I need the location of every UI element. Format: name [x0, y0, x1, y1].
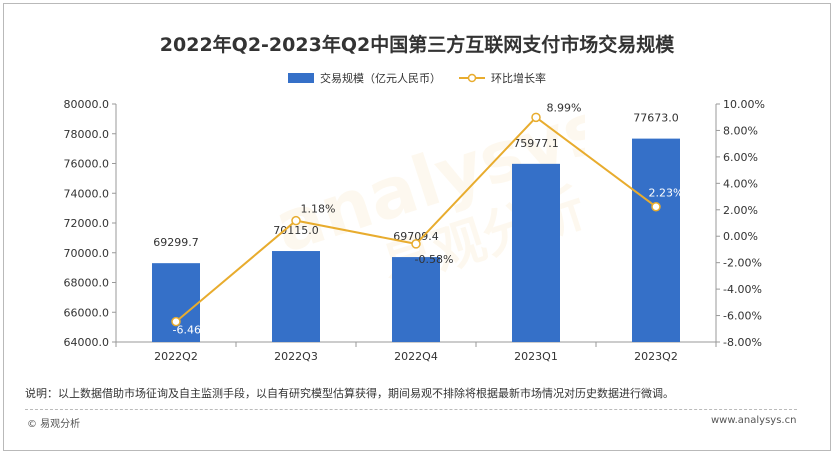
bar-value-label: 70115.0: [273, 224, 319, 237]
legend-item-bar[interactable]: 交易规模（亿元人民币）: [288, 70, 441, 86]
footer-divider: [25, 409, 797, 410]
y-right-tick-label: -4.00%: [723, 283, 762, 296]
bar-value-label: 75977.1: [513, 137, 559, 150]
y-left-tick-label: 72000.0: [64, 217, 110, 230]
growth-point-label: 8.99%: [547, 101, 582, 114]
growth-point-label: -0.58%: [415, 253, 454, 266]
y-right-tick-label: 6.00%: [723, 151, 758, 164]
y-right-tick-label: -6.00%: [723, 310, 762, 323]
bar: [392, 257, 440, 342]
y-left-tick-label: 74000.0: [64, 187, 110, 200]
y-left-tick-label: 64000.0: [64, 336, 110, 349]
y-right-tick-label: 0.00%: [723, 230, 758, 243]
legend-line-swatch: [459, 73, 485, 83]
y-left-tick-label: 70000.0: [64, 247, 110, 260]
y-left-tick-label: 76000.0: [64, 158, 110, 171]
growth-point: [531, 112, 541, 123]
x-tick-label: 2022Q3: [274, 350, 318, 363]
x-tick-label: 2022Q4: [394, 350, 438, 363]
y-right-tick-label: -8.00%: [723, 336, 762, 349]
bar: [632, 138, 680, 342]
y-right-tick-label: 4.00%: [723, 177, 758, 190]
bar: [512, 163, 560, 342]
site-url[interactable]: www.analysys.cn: [711, 415, 797, 426]
x-tick-label: 2023Q2: [634, 350, 678, 363]
bar: [152, 263, 200, 342]
legend-item-line[interactable]: 环比增长率: [459, 70, 546, 86]
chart-legend: 交易规模（亿元人民币） 环比增长率: [0, 70, 834, 86]
legend-bar-swatch: [288, 73, 314, 83]
growth-point: [411, 239, 421, 249]
bar-value-label: 69299.7: [153, 236, 199, 249]
bar: [272, 251, 320, 342]
growth-point: [651, 201, 661, 212]
growth-point-label: 2.23%: [649, 187, 684, 200]
y-right-tick-label: 8.00%: [723, 124, 758, 137]
legend-bar-label: 交易规模（亿元人民币）: [320, 72, 441, 85]
chart-frame: [3, 3, 831, 451]
chart-title: 2022年Q2-2023年Q2中国第三方互联网支付市场交易规模: [159, 34, 675, 56]
copyright-text: © 易观分析: [27, 419, 81, 430]
growth-point: [171, 316, 181, 327]
legend-line-label: 环比增长率: [491, 72, 546, 85]
x-tick-label: 2023Q1: [514, 350, 558, 363]
y-right-tick-label: 2.00%: [723, 204, 758, 217]
footnote: 说明：以上数据借助市场征询及自主监测手段，以自有研究模型估算获得，期间易观不排除…: [25, 387, 674, 400]
y-right-tick-label: 10.00%: [723, 98, 765, 111]
y-left-tick-label: 78000.0: [64, 128, 110, 141]
x-tick-label: 2022Q2: [154, 350, 198, 363]
y-left-tick-label: 80000.0: [64, 98, 110, 111]
growth-point-label: 1.18%: [301, 203, 336, 216]
growth-point-label: -6.46%: [173, 324, 212, 337]
y-right-tick-label: -2.00%: [723, 257, 762, 270]
y-left-tick-label: 68000.0: [64, 277, 110, 290]
legend-line-marker: [467, 73, 477, 83]
growth-point: [291, 215, 301, 226]
y-left-tick-label: 66000.0: [64, 306, 110, 319]
bar-value-label: 77673.0: [633, 112, 679, 125]
